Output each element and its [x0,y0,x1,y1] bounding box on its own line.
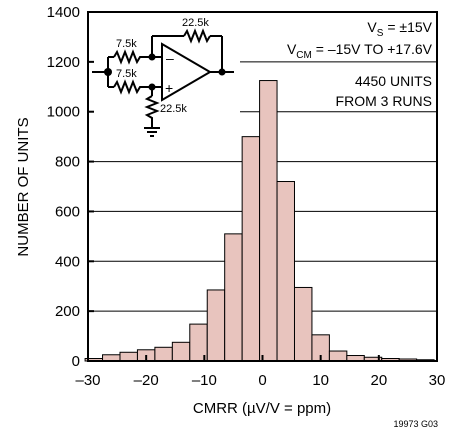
y-tick-label: 1000 [47,104,80,121]
y-tick-label: 400 [55,253,80,270]
y-tick-label: 1200 [47,54,80,71]
opamp-schematic [92,28,234,137]
histogram-bar [328,350,348,362]
minus-node [148,53,156,61]
figure-id: 19973 G03 [393,419,438,429]
annotation-vcm: VCM = –15V TO +17.6V [287,41,433,61]
x-tick-label: 20 [370,372,387,389]
opamp-plus-sign: + [165,80,173,96]
x-tick-label: 0 [258,372,266,389]
y-tick-label: 600 [55,203,80,220]
label-r-in-top: 7.5k [116,38,137,50]
histogram-bar [276,181,295,362]
histogram-bar [119,351,138,362]
y-axis-title: NUMBER OF UNITS [15,117,32,256]
schematic-nodes [104,53,226,91]
opamp-triangle [161,42,212,102]
histogram-bar [224,233,243,362]
input-node [104,68,112,76]
axis-ticks: –30 –20 –10 0 10 20 30 0 200 400 600 800 1000 1200 140… [47,4,446,389]
resistor-in-top [113,49,152,65]
x-tick-label: –20 [134,372,159,389]
y-tick-label: 1400 [47,4,80,21]
resistor-ground [144,95,160,128]
y-tick-label: 800 [55,154,80,171]
histogram-bar [241,136,261,362]
x-tick-label: 30 [429,372,446,389]
annotation-vs: VS = ±15V [367,19,432,39]
y-tick-label: 200 [55,303,80,320]
histogram-bar [293,286,313,362]
y-tick-label: 0 [72,353,80,370]
label-r-feedback: 22.5k [182,17,209,29]
histogram-bar [154,346,173,362]
output-node [218,68,226,76]
x-tick-label: –30 [75,372,100,389]
x-tick-label: 10 [312,372,329,389]
histogram-bar [259,80,278,362]
x-axis-title: CMRR (µV/V = ppm) [193,400,331,417]
histogram-bar [206,289,226,362]
histogram-bar [171,341,191,362]
label-r-in-bottom: 7.5k [116,68,137,80]
annotation-runs: FROM 3 RUNS [336,93,432,109]
annotation-units: 4450 UNITS [355,73,432,89]
plus-node [148,83,156,91]
x-tick-label: –10 [192,372,217,389]
label-r-ground: 22.5k [160,103,187,115]
resistor-feedback [183,28,211,44]
opamp-minus-sign: – [166,50,174,66]
resistor-in-bottom [113,79,152,95]
